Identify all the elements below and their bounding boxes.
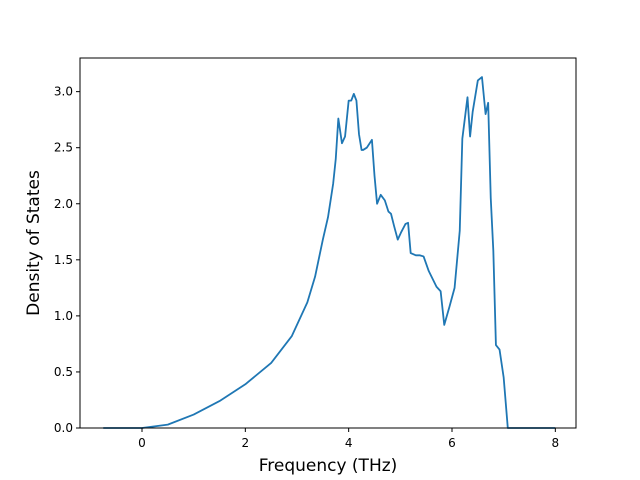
plot-area xyxy=(103,76,556,429)
y-tick-label: 0.5 xyxy=(54,365,73,379)
x-tick-label: 0 xyxy=(138,436,146,450)
y-tick-label: 3.0 xyxy=(54,85,73,99)
y-tick-label: 2.5 xyxy=(54,141,73,155)
y-axis-label: Density of States xyxy=(24,170,44,316)
y-tick-label: 1.5 xyxy=(54,253,73,267)
y-tick-label: 0.0 xyxy=(54,421,73,435)
y-tick-label: 1.0 xyxy=(54,309,73,323)
x-tick-label: 6 xyxy=(448,436,456,450)
x-tick-label: 4 xyxy=(345,436,353,450)
axis-ticks: 0 2 4 6 8 0.0 0.5 1.0 1.5 2.0 2.5 3.0 xyxy=(54,85,559,450)
x-tick-label: 8 xyxy=(552,436,560,450)
y-tick-label: 2.0 xyxy=(54,197,73,211)
x-tick-label: 2 xyxy=(242,436,250,450)
x-axis-label: Frequency (THz) xyxy=(259,456,398,476)
plot-frame xyxy=(79,57,577,429)
dos-line xyxy=(103,76,556,429)
